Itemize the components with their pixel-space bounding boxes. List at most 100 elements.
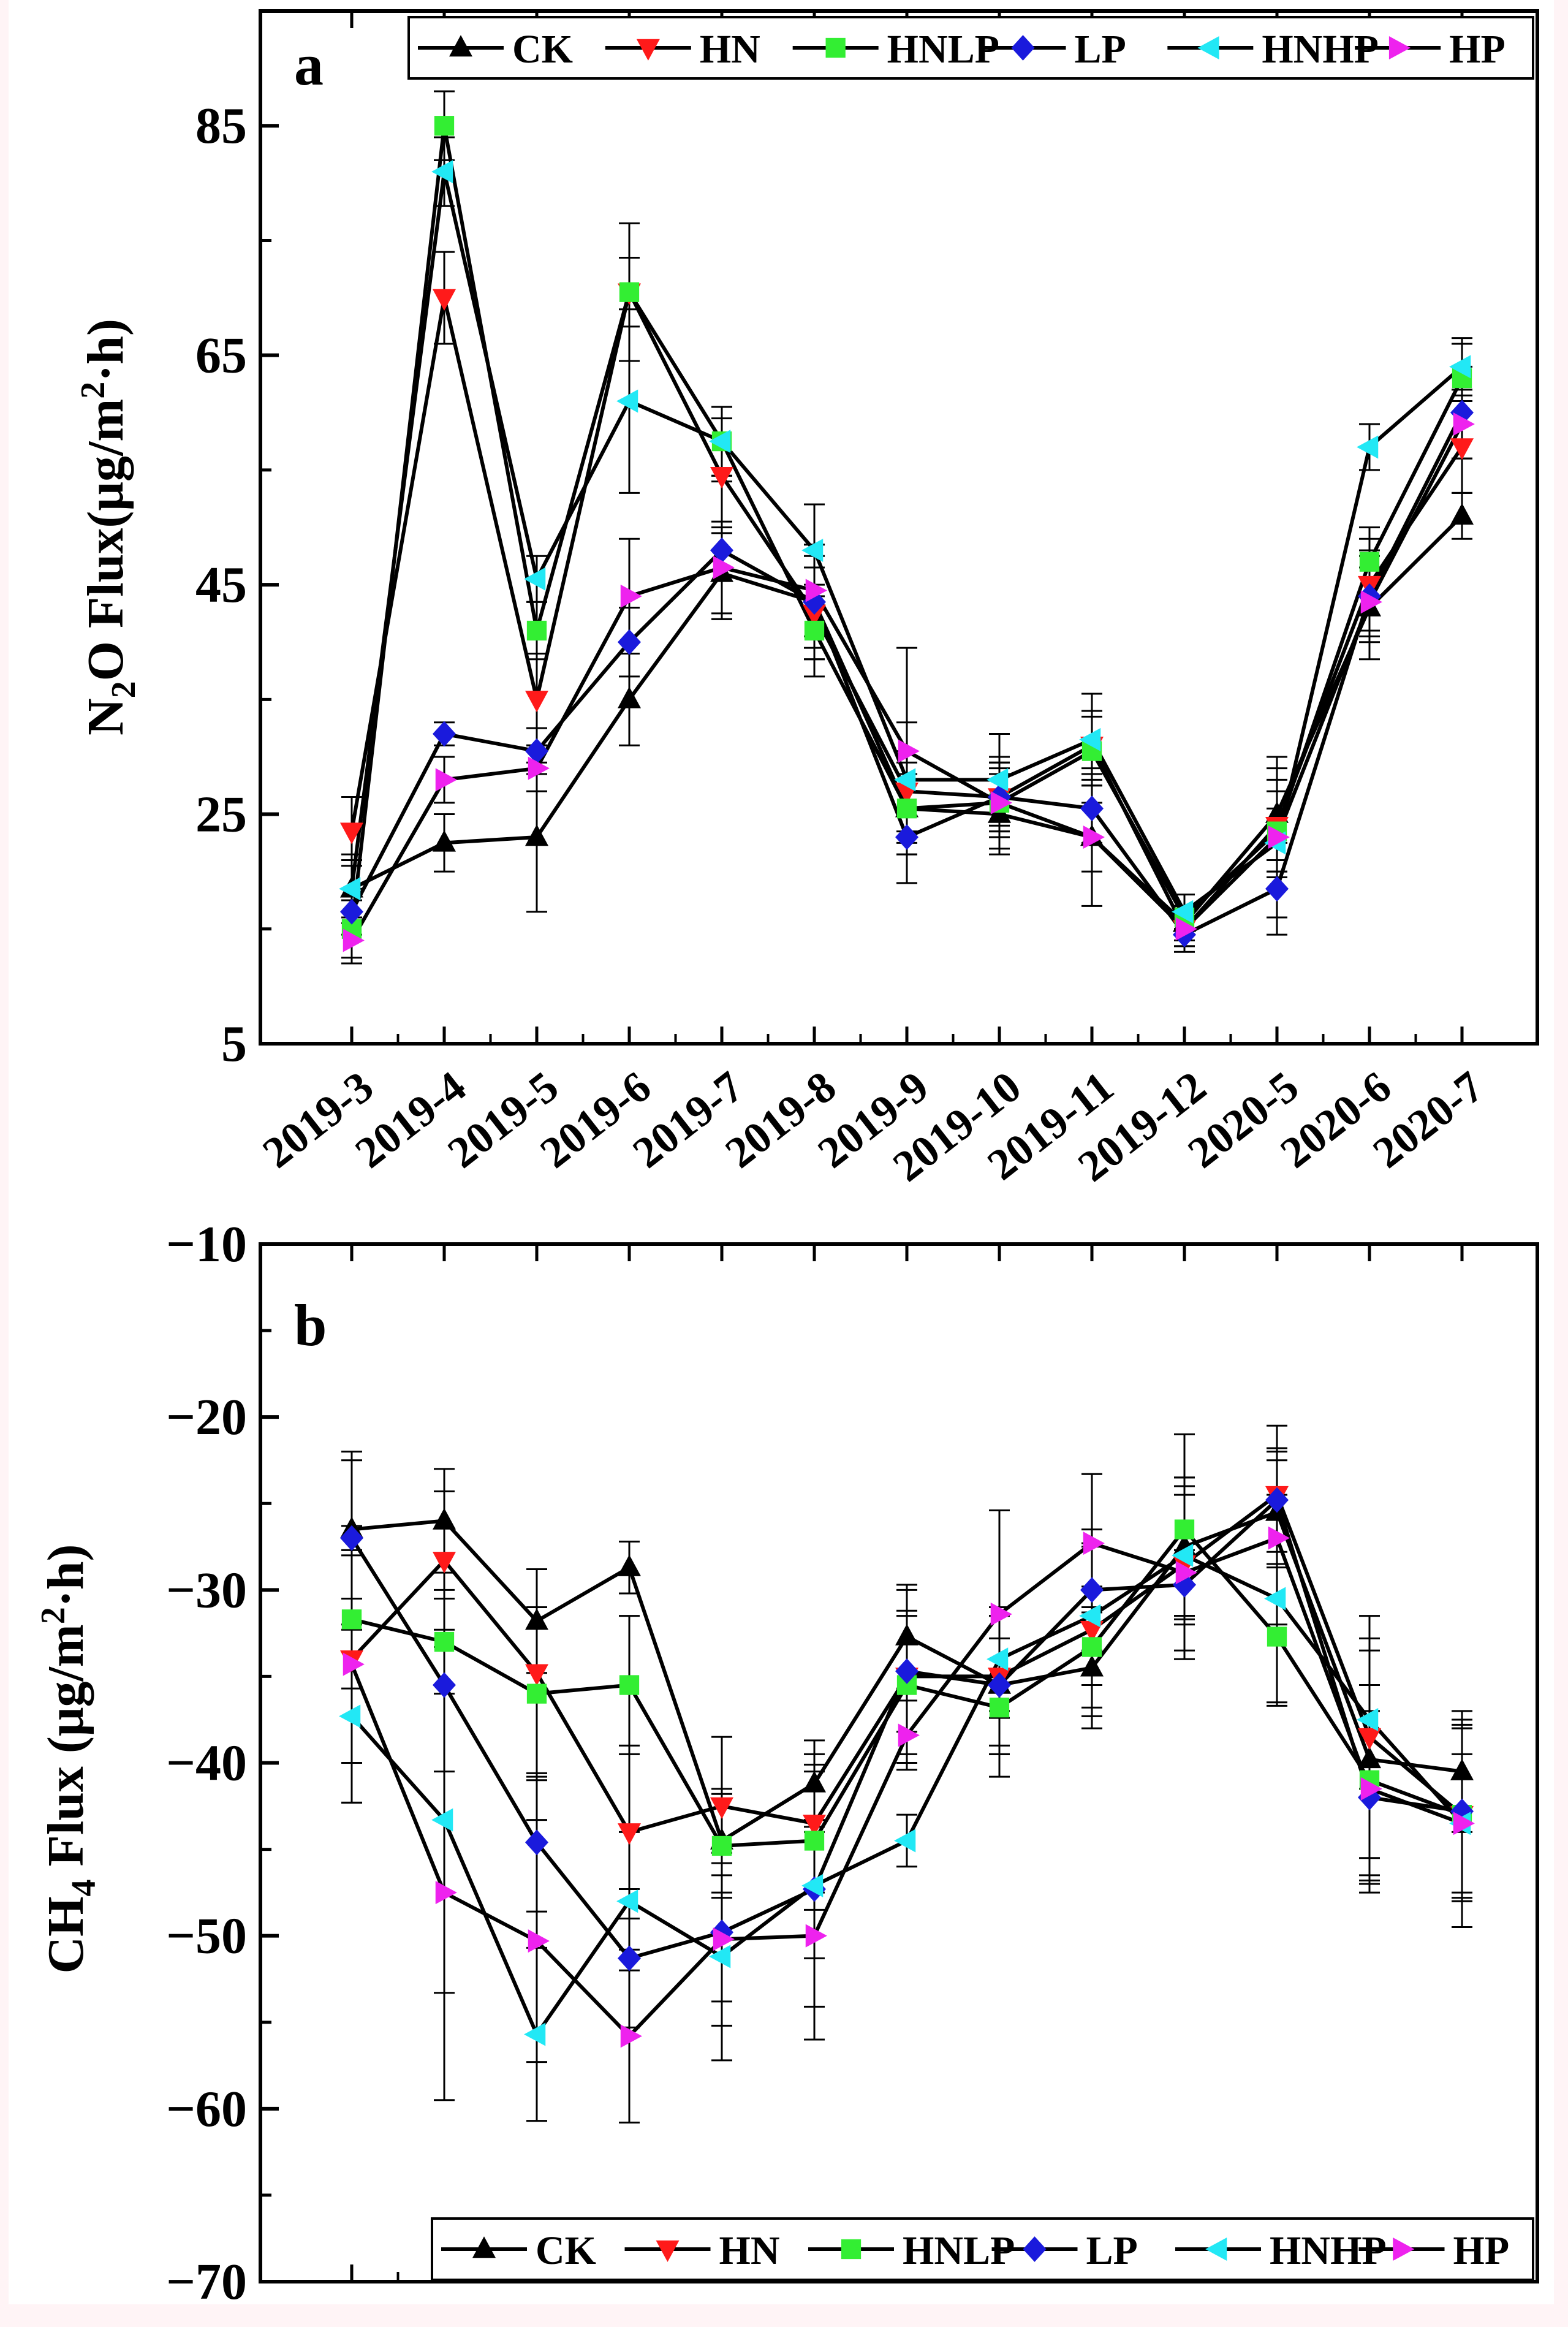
marker-HP: [435, 1881, 457, 1905]
marker-HNLP: [1174, 1519, 1195, 1539]
marker-HP: [1083, 1532, 1105, 1555]
marker-LP: [525, 738, 548, 764]
legend-label-LP: LP: [1075, 27, 1126, 72]
marker-HN: [710, 1797, 733, 1819]
marker-HN: [710, 467, 733, 489]
marker-LP: [1265, 1487, 1289, 1513]
legend-label-HN: HN: [719, 2228, 780, 2273]
marker-HP: [713, 1927, 735, 1951]
marker-HNLP: [804, 1831, 825, 1851]
marker-LP: [433, 721, 456, 747]
marker-HN: [525, 1664, 548, 1686]
marker-HNLP: [341, 1609, 362, 1630]
marker-LP: [895, 824, 918, 850]
marker-LP: [433, 1672, 456, 1698]
marker-LP: [618, 629, 641, 655]
marker-HNHP: [894, 768, 916, 792]
marker-HNHP: [616, 389, 638, 413]
marker-HN: [525, 691, 548, 713]
panel-a-legend: CK HN HNLP LP HNHP HP: [407, 16, 1534, 80]
y-tick-label: −40: [166, 1735, 247, 1792]
marker-HP: [1175, 1561, 1197, 1585]
marker-HNLP: [989, 1698, 1010, 1718]
marker-CK: [525, 824, 548, 846]
marker-HP: [528, 1929, 550, 1953]
legend-marker-HNLP: [841, 2239, 862, 2260]
y-tick-label: 25: [195, 786, 247, 843]
marker-HN: [433, 289, 456, 311]
legend-label-CK: CK: [536, 2228, 596, 2273]
marker-HP: [620, 584, 642, 608]
marker-HNHP: [524, 2022, 546, 2046]
legend-box: [431, 2217, 1534, 2281]
marker-HP: [805, 579, 827, 602]
legend-marker-LP: [1011, 35, 1035, 61]
marker-HP: [713, 556, 735, 580]
marker-HNHP: [987, 768, 1009, 792]
marker-HN: [803, 1815, 826, 1837]
marker-CK: [433, 1508, 456, 1530]
marker-HNHP: [616, 1889, 638, 1913]
marker-CK: [1450, 1758, 1474, 1780]
marker-HN: [1358, 1728, 1381, 1750]
marker-CK: [1358, 1746, 1381, 1769]
marker-HNLP: [619, 282, 640, 302]
legend-marker-HNHP: [1205, 2238, 1227, 2261]
marker-HP: [1083, 826, 1105, 849]
marker-CK: [618, 1554, 641, 1576]
marker-HN: [1080, 1620, 1104, 1643]
marker-HN: [618, 1823, 641, 1845]
marker-HNHP: [1172, 1543, 1194, 1567]
marker-HNLP: [896, 799, 917, 819]
legend-label-CK: CK: [512, 27, 573, 72]
marker-CK: [433, 830, 456, 852]
marker-LP: [1173, 1571, 1196, 1598]
legend-label-LP: LP: [1086, 2228, 1138, 2273]
marker-LP: [1080, 1577, 1104, 1603]
panel-a-y-axis-label: N2O Flux(μg/m2·h): [74, 319, 143, 735]
y-tick-label: 65: [195, 327, 247, 384]
panel-b-axes-frame: [259, 1242, 1539, 2283]
marker-HNHP: [339, 1704, 361, 1728]
marker-HNLP: [1081, 1637, 1102, 1657]
legend-marker-HN: [636, 39, 660, 61]
marker-HP: [435, 768, 457, 792]
marker-LP: [340, 898, 363, 925]
marker-HP: [343, 928, 365, 952]
legend-marker-HP: [1393, 2238, 1415, 2261]
marker-HP: [1453, 1812, 1475, 1835]
marker-HNHP: [1172, 900, 1194, 924]
legend-marker-HNLP: [825, 37, 846, 58]
marker-CK: [1080, 1655, 1104, 1677]
y-tick-label: −30: [166, 1562, 247, 1619]
marker-HP: [1268, 826, 1290, 849]
panel-a-markers: [339, 116, 1475, 952]
marker-HNLP: [1359, 552, 1380, 572]
legend-marker-CK: [449, 35, 472, 57]
panel-b-letter: b: [294, 1293, 327, 1358]
y-tick-label: −60: [166, 2081, 247, 2138]
marker-CK: [618, 686, 641, 708]
marker-LP: [988, 1672, 1011, 1698]
marker-HN: [340, 822, 363, 845]
marker-HNHP: [801, 538, 824, 562]
marker-HP: [990, 1602, 1012, 1626]
marker-HNHP: [1449, 355, 1471, 379]
marker-HNHP: [431, 160, 453, 184]
marker-HP: [528, 756, 550, 780]
marker-HP: [1453, 412, 1475, 436]
marker-HNHP: [894, 1829, 916, 1853]
legend-label-HP: HP: [1453, 2228, 1510, 2273]
panel-a-axes-frame: [259, 9, 1539, 1046]
panel-b-legend: CK HN HNLP LP HNHP HP: [431, 2217, 1534, 2281]
marker-HNHP: [801, 1873, 824, 1897]
marker-LP: [710, 537, 733, 563]
panel-b: −10 −20 −30 −40 −50 −60 −70 b CH4 Flux (μg/m2·…: [34, 1216, 1539, 2310]
marker-CK: [803, 1771, 826, 1793]
panel-b-y-tick-labels: −10 −20 −30 −40 −50 −60 −70: [166, 1216, 247, 2310]
marker-HP: [1175, 917, 1197, 941]
y-tick-label: −70: [166, 2253, 247, 2310]
marker-HNHP: [339, 877, 361, 901]
y-tick-label: 5: [221, 1015, 247, 1072]
